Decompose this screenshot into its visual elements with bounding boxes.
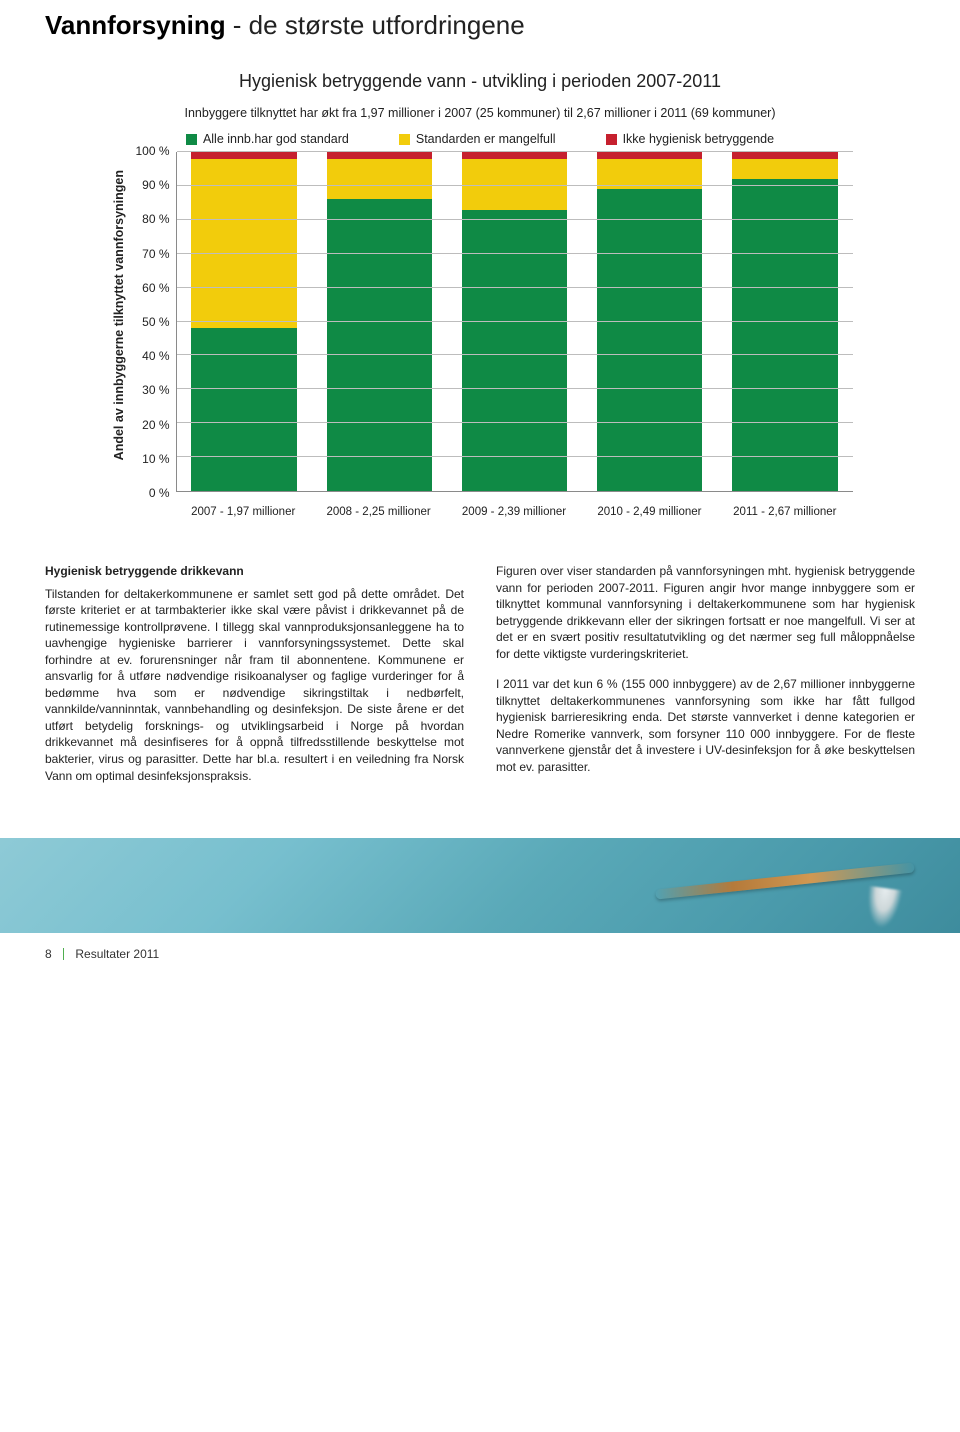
footer-photo-strip [0,838,960,933]
chart-legend: Alle innb.har god standard Standarden er… [108,132,853,146]
bar-segment-deficit [327,159,432,200]
bar-slot [447,152,582,491]
right-column: Figuren over viser standarden på vannfor… [496,563,915,798]
bar-slot [312,152,447,491]
page-title-rest: - de største utfordringene [226,10,525,40]
bar-segment-unsafe [327,152,432,159]
bar-segment-good [732,179,837,491]
y-tick-label: 10 % [142,452,169,466]
bar-segment-deficit [732,159,837,179]
bar-slot [177,152,312,491]
stacked-bar [462,152,567,491]
gridline [177,354,853,355]
left-heading: Hygienisk betryggende drikkevann [45,563,464,580]
right-paragraph-1: Figuren over viser standarden på vannfor… [496,563,915,662]
gridline [177,219,853,220]
legend-item: Alle innb.har god standard [186,132,349,146]
y-tick-label: 0 % [149,486,170,500]
gridline [177,456,853,457]
gridline [177,151,853,152]
stacked-bar [327,152,432,491]
plot-area [176,152,853,492]
page-title: Vannforsyning - de største utfordringene [45,10,915,41]
x-tick-label: 2010 - 2,49 millioner [582,500,717,518]
gridline [177,422,853,423]
page-footer: 8 Resultater 2011 [0,933,960,979]
gridline [177,253,853,254]
bar-segment-good [597,189,702,491]
footer-separator [63,948,64,960]
y-tick-label: 90 % [142,178,169,192]
right-paragraph-2: I 2011 var det kun 6 % (155 000 innbygge… [496,676,915,775]
y-axis-label: Andel av innbyggerne tilknyttet vannfors… [108,170,130,460]
y-axis-ticks: 100 % 90 % 80 % 70 % 60 % 50 % 40 % 30 % 20 % 10 … [130,144,176,500]
page-number: 8 [45,947,52,961]
x-tick-label: 2011 - 2,67 millioner [717,500,852,518]
bar-segment-good [191,328,296,491]
bar-slot [717,152,852,491]
bar-segment-unsafe [732,152,837,159]
bar-segment-unsafe [191,152,296,159]
legend-label: Ikke hygienisk betryggende [623,132,774,146]
y-tick-label: 20 % [142,418,169,432]
legend-label: Alle innb.har god standard [203,132,349,146]
legend-swatch [606,134,617,145]
x-axis-ticks: 2007 - 1,97 millioner2008 - 2,25 million… [176,500,853,518]
gridline [177,388,853,389]
chart-subtitle: Innbyggere tilknyttet har økt fra 1,97 m… [108,106,853,120]
x-tick-label: 2009 - 2,39 millioner [446,500,581,518]
bar-slot [582,152,717,491]
y-tick-label: 30 % [142,383,169,397]
x-tick-label: 2007 - 1,97 millioner [176,500,311,518]
body-columns: Hygienisk betryggende drikkevann Tilstan… [45,563,915,798]
left-column: Hygienisk betryggende drikkevann Tilstan… [45,563,464,798]
bars-container [177,152,853,491]
footer-doc-label: Resultater 2011 [75,947,159,961]
page-title-bold: Vannforsyning [45,10,226,40]
legend-item: Standarden er mangelfull [399,132,556,146]
legend-label: Standarden er mangelfull [416,132,556,146]
stacked-bar [597,152,702,491]
x-tick-label: 2008 - 2,25 millioner [311,500,446,518]
left-paragraph: Tilstanden for deltakerkommunene er saml… [45,586,464,785]
gridline [177,287,853,288]
chart-title: Hygienisk betryggende vann - utvikling i… [108,71,853,92]
y-tick-label: 80 % [142,212,169,226]
chart-area: Andel av innbyggerne tilknyttet vannfors… [108,152,853,518]
chart-block: Hygienisk betryggende vann - utvikling i… [108,71,853,518]
gridline [177,321,853,322]
bar-segment-good [327,199,432,491]
gridline [177,185,853,186]
legend-swatch [399,134,410,145]
stacked-bar [732,152,837,491]
bar-segment-unsafe [462,152,567,159]
stacked-bar [191,152,296,491]
y-tick-label: 70 % [142,247,169,261]
legend-item: Ikke hygienisk betryggende [606,132,774,146]
y-tick-label: 50 % [142,315,169,329]
y-tick-label: 60 % [142,281,169,295]
y-tick-label: 100 % [135,144,169,158]
bar-segment-unsafe [597,152,702,159]
legend-swatch [186,134,197,145]
y-tick-label: 40 % [142,349,169,363]
